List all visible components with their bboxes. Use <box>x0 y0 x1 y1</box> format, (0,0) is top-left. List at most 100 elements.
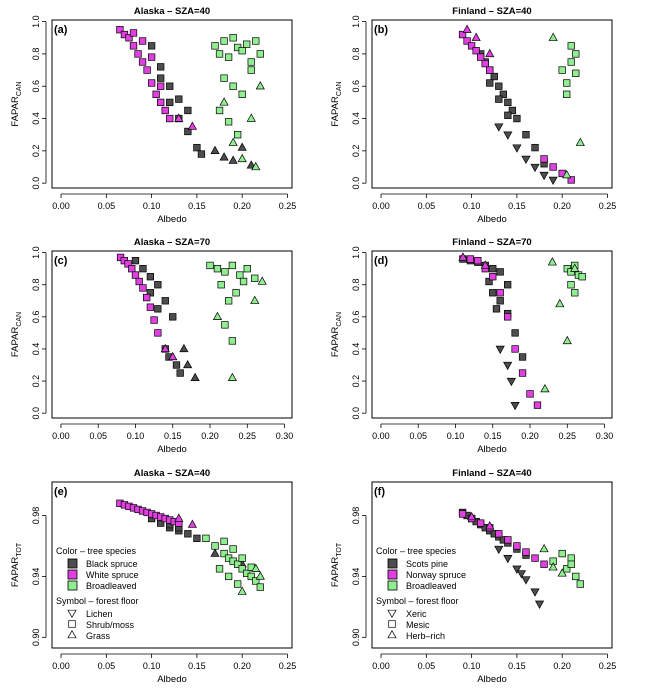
data-point <box>458 30 467 39</box>
x-axis-label: Albedo <box>157 214 187 225</box>
data-point <box>503 361 513 371</box>
panel-label: (d) <box>374 255 388 267</box>
y-tick-label: 0.6 <box>31 80 41 93</box>
x-tick-label: 0.25 <box>599 201 617 211</box>
data-point <box>510 402 520 411</box>
data-point <box>129 29 138 37</box>
data-point <box>175 95 183 103</box>
data-point <box>462 24 472 33</box>
data-point <box>176 369 184 377</box>
x-tick-label: 0.05 <box>89 431 107 441</box>
data-point <box>224 118 233 126</box>
data-point <box>486 66 494 74</box>
x-tick-label: 0.10 <box>143 661 161 671</box>
data-point <box>229 545 237 553</box>
data-point <box>221 268 229 276</box>
legend-symbol <box>68 620 76 628</box>
data-point <box>485 48 495 58</box>
data-point <box>229 34 237 42</box>
data-point <box>215 106 224 115</box>
y-tick-label: 0.6 <box>31 311 41 324</box>
y-tick-label: 0.0 <box>351 177 361 190</box>
data-point <box>166 114 174 123</box>
data-point <box>548 32 558 41</box>
plot-frame <box>51 19 293 189</box>
data-point <box>492 305 501 313</box>
data-point <box>147 53 156 61</box>
data-point <box>247 66 255 74</box>
y-axis-label-sub: TOT <box>16 542 23 557</box>
legend-symbol <box>387 629 397 639</box>
x-tick-label: 0.25 <box>279 661 297 671</box>
legend-swatch <box>387 580 398 591</box>
data-point <box>467 511 477 521</box>
legend-species-label: Norway spruce <box>406 570 466 580</box>
data-point <box>504 281 512 289</box>
data-point <box>489 289 497 297</box>
x-tick-label: 0.00 <box>52 431 70 441</box>
y-tick-label: 0.4 <box>31 112 41 125</box>
data-point <box>184 106 192 115</box>
panel-b: Finland – SZA=40 (b) 0.00 0.05 0.10 0.15 0.20 0… <box>330 6 616 225</box>
data-point <box>215 565 224 573</box>
y-tick-label: 0.0 <box>31 407 41 420</box>
data-point <box>172 361 181 369</box>
data-point <box>472 47 480 55</box>
panel-title: Finland – SZA=40 <box>452 468 531 479</box>
x-tick-label: 0.00 <box>372 661 390 671</box>
data-point <box>135 277 143 286</box>
x-tick-label: 0.15 <box>484 431 502 441</box>
data-point <box>193 534 201 542</box>
legend-swatch <box>67 580 78 591</box>
data-point <box>531 143 539 152</box>
data-point <box>190 372 200 382</box>
y-tick-label: 1.0 <box>351 246 361 259</box>
data-point <box>508 106 517 115</box>
panel-e: Alaska – SZA=40 (e) 0.00 0.05 0.10 0.15 0.20 0.… <box>10 468 296 685</box>
y-tick-label: 0.0 <box>351 407 361 420</box>
data-point <box>251 161 261 171</box>
data-point <box>567 560 575 568</box>
data-point <box>229 82 237 90</box>
x-tick-label: 0.25 <box>239 431 257 441</box>
data-point <box>138 58 147 66</box>
data-point <box>129 42 138 50</box>
data-point <box>224 572 233 581</box>
data-point <box>193 143 201 152</box>
data-point <box>202 534 210 542</box>
legend-species-label: White spruce <box>86 570 139 580</box>
legend-species-title: Color – tree species <box>56 546 137 556</box>
x-tick-label: 0.10 <box>463 661 481 671</box>
data-point <box>512 565 522 574</box>
data-point <box>513 542 521 550</box>
data-point <box>516 570 527 579</box>
x-axis-label: Albedo <box>477 674 507 685</box>
data-point <box>477 53 485 61</box>
y-tick-label: 0.8 <box>351 48 361 61</box>
data-point <box>243 265 251 273</box>
y-axis-label-main: FAPAR <box>330 327 341 358</box>
y-tick-label: 0.98 <box>31 507 41 525</box>
data-point <box>250 295 260 304</box>
data-point <box>224 297 233 305</box>
data-point <box>495 345 505 355</box>
data-point <box>219 97 229 106</box>
data-point <box>232 289 240 297</box>
data-point <box>549 163 557 171</box>
y-axis-label-main: FAPAR <box>330 96 341 127</box>
data-point <box>567 268 575 276</box>
data-point <box>211 542 219 550</box>
data-point <box>168 351 178 361</box>
legend-species-label: Scots pine <box>406 559 448 569</box>
data-point <box>485 521 495 530</box>
data-point <box>128 265 136 273</box>
data-point <box>572 50 580 58</box>
data-point <box>124 260 132 268</box>
data-point <box>539 171 549 181</box>
data-point <box>224 53 233 61</box>
data-point <box>131 256 140 265</box>
legend-swatch <box>67 569 78 580</box>
data-point <box>157 98 165 107</box>
x-tick-label: 0.20 <box>521 431 539 441</box>
